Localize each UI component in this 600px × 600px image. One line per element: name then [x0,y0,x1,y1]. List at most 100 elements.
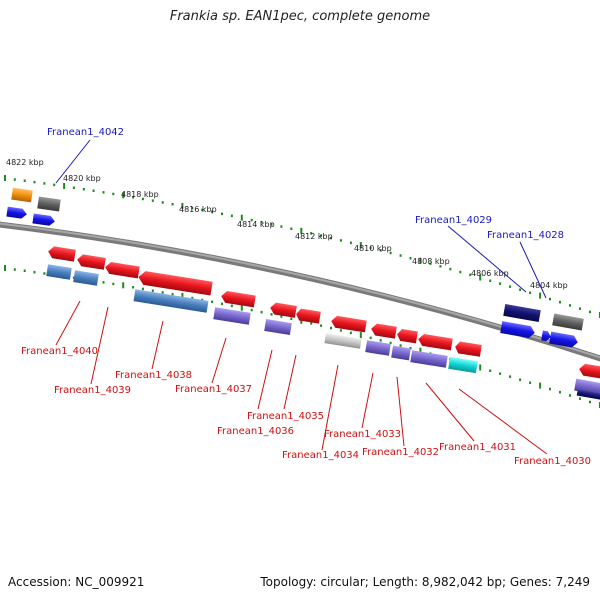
minor-tick [151,199,154,202]
minor-tick [330,326,332,330]
gene-feature [48,246,76,262]
minor-tick [399,344,402,347]
minor-tick [13,268,16,271]
scale-label: 4820 kbp [63,174,101,183]
minor-tick [569,394,571,397]
minor-tick [211,210,214,214]
gene-feature [324,333,362,349]
minor-tick [221,302,223,306]
minor-tick [469,273,472,277]
minor-tick [290,227,293,230]
minor-tick [92,189,95,192]
major-tick [122,282,125,289]
major-tick [479,274,482,281]
minor-tick [369,246,372,250]
minor-tick [569,304,571,307]
minor-tick [339,329,342,332]
minor-tick [549,297,551,301]
gene-label: Franean1_4038 [115,370,192,381]
minor-tick [519,288,522,291]
scale-label: 4808 kbp [412,257,450,266]
minor-tick [320,234,323,237]
major-tick [419,257,422,264]
minor-tick [151,289,154,292]
scale-label: 4822 kbp [6,158,44,167]
gene-label: Franean1_4028 [487,230,564,241]
gene-feature [264,319,292,335]
gene-label: Franean1_4040 [21,346,98,357]
scale-labels: 4822 kbp 4820 kbp 4818 kbp 4816 kbp 4814… [6,158,568,290]
minor-tick [320,324,323,327]
minor-tick [439,265,442,268]
minor-tick [13,178,16,181]
minor-tick [53,183,56,187]
minor-tick [429,262,432,265]
scale-label: 4814 kbp [237,220,275,229]
gene-feature [549,331,578,348]
gene-label: Franean1_4029 [415,215,492,226]
minor-tick [579,397,581,400]
minor-tick [82,188,85,191]
genome-backbone [0,221,600,362]
major-tick [240,304,243,311]
minor-tick [221,212,223,216]
gene-feature [410,350,448,368]
gene-feature [579,363,600,379]
minor-tick [211,300,214,304]
accession-text: Accession: NC_009921 [8,575,145,589]
minor-tick [349,331,352,335]
minor-tick [499,372,502,375]
minor-tick [379,249,382,252]
minor-tick [529,291,532,294]
minor-tick [43,182,46,185]
gene-label: Franean1_4032 [362,447,439,458]
minor-tick [102,281,105,284]
minor-tick [499,282,502,285]
gene-label: Franean1_4036 [217,426,294,437]
gene-feature [500,321,535,338]
minor-tick [489,369,492,372]
major-tick [359,332,362,339]
minor-tick [589,310,591,314]
minor-tick [489,279,492,282]
minor-tick [132,196,135,199]
minor-tick [509,375,512,378]
major-tick [539,382,542,389]
minor-tick [161,291,164,294]
minor-tick [33,270,36,274]
gene-feature [296,308,321,324]
major-tick [4,175,6,181]
gene-labels-top: Franean1_4042 Franean1_4029 Franean1_402… [47,127,564,241]
major-tick [181,292,184,299]
scale-label: 4810 kbp [354,244,392,253]
minor-tick [379,339,382,342]
minor-tick [230,304,233,308]
scale-label: 4804 kbp [530,281,568,290]
genome-summary-text: Topology: circular; Length: 8,982,042 bp… [260,575,590,589]
gene-features [6,187,600,401]
major-tick [240,214,243,221]
major-tick [4,265,6,271]
minor-tick [132,286,135,289]
minor-tick [349,241,352,245]
scale-label: 4816 kbp [179,205,217,214]
gene-feature [371,323,397,339]
gene-label: Franean1_4037 [175,384,252,395]
gene-feature [221,291,256,308]
minor-tick [112,282,115,286]
gene-feature [213,307,251,325]
gene-label: Franean1_4039 [54,385,131,396]
minor-tick [201,208,204,212]
minor-tick [280,225,283,228]
minor-tick [230,214,233,218]
minor-tick [191,296,194,300]
major-tick [181,202,184,209]
scale-label: 4818 kbp [121,190,159,199]
gene-feature [541,330,551,342]
gene-feature [365,340,391,356]
gene-feature [418,334,453,351]
minor-tick [519,378,522,381]
minor-tick [409,257,412,260]
minor-tick [549,387,551,391]
major-tick [539,292,542,299]
